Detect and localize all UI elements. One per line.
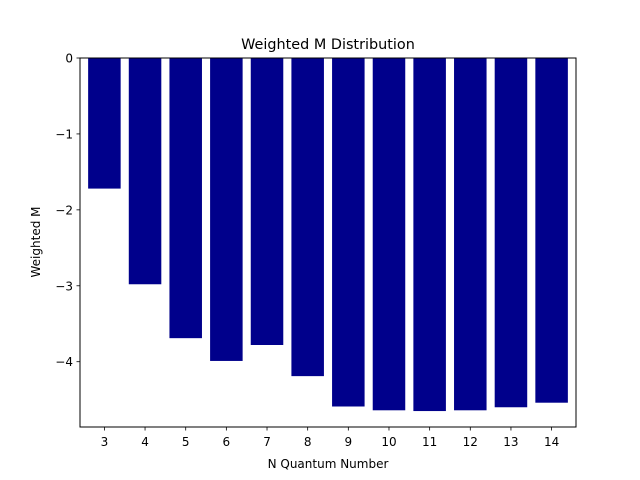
bar-12 bbox=[454, 58, 487, 411]
y-axis-title: Weighted M bbox=[29, 207, 43, 278]
x-axis: 3 4 5 6 7 8 9 10 11 12 13 14 bbox=[101, 427, 559, 449]
bar-8 bbox=[291, 58, 324, 377]
x-tick-label-6: 6 bbox=[223, 435, 231, 449]
x-tick-label-7: 7 bbox=[263, 435, 271, 449]
x-axis-title: N Quantum Number bbox=[268, 457, 389, 471]
x-tick-label-10: 10 bbox=[381, 435, 396, 449]
y-tick-label-2: −2 bbox=[55, 203, 73, 217]
x-tick-label-11: 11 bbox=[422, 435, 437, 449]
plot-frame bbox=[79, 57, 577, 428]
x-tick-label-12: 12 bbox=[463, 435, 478, 449]
y-tick-label-3: −3 bbox=[55, 279, 73, 293]
x-tick-label-8: 8 bbox=[304, 435, 312, 449]
y-tick-label-4: −4 bbox=[55, 355, 73, 369]
y-tick-label-1: −1 bbox=[55, 127, 73, 141]
y-tick-label-0: 0 bbox=[65, 52, 73, 66]
bar-6 bbox=[210, 58, 243, 361]
y-axis: 0 −1 −2 −3 −4 bbox=[55, 52, 80, 369]
bar-4 bbox=[128, 58, 162, 285]
bar-9 bbox=[332, 58, 365, 407]
bars-group bbox=[88, 58, 568, 412]
bar-10 bbox=[372, 58, 406, 411]
x-tick-label-13: 13 bbox=[503, 435, 518, 449]
chart-title: Weighted M Distribution bbox=[241, 37, 415, 53]
bar-3 bbox=[88, 58, 121, 189]
x-tick-label-3: 3 bbox=[101, 435, 109, 449]
bar-13 bbox=[494, 58, 528, 408]
bar-7 bbox=[250, 58, 284, 345]
x-tick-label-14: 14 bbox=[544, 435, 559, 449]
x-tick-label-9: 9 bbox=[345, 435, 353, 449]
bar-11 bbox=[413, 58, 446, 412]
bar-5 bbox=[169, 58, 202, 339]
bar-14 bbox=[535, 58, 568, 403]
x-tick-label-5: 5 bbox=[182, 435, 190, 449]
x-tick-label-4: 4 bbox=[141, 435, 149, 449]
